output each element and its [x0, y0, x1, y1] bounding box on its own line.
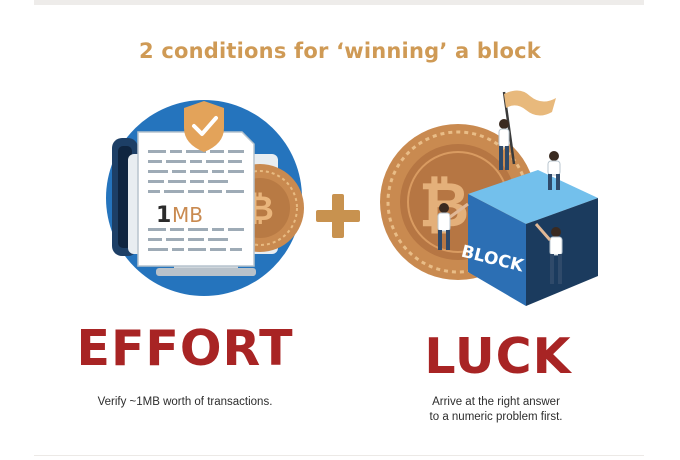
effort-heading: EFFORT [76, 320, 294, 377]
luck-caption-line-2: to a numeric problem first. [429, 411, 563, 423]
luck-caption-line-1: Arrive at the right answer [432, 396, 560, 408]
infographic-title: 2 conditions for ‘winning’ a block [139, 39, 541, 63]
plus-icon [316, 194, 360, 238]
luck-caption: Arrive at the right answer to a numeric … [388, 395, 604, 425]
climber-figures [437, 119, 563, 284]
top-border-strip [34, 0, 644, 5]
effort-illustration: ₿ 1 MB [106, 100, 304, 296]
doc-size-unit: MB [172, 203, 203, 227]
effort-caption: Verify ~1MB worth of transactions. [97, 396, 273, 408]
luck-heading: LUCK [424, 328, 572, 385]
doc-size-number: 1 [156, 203, 171, 228]
transaction-document-icon: 1 MB [137, 131, 255, 267]
bottom-divider [34, 455, 644, 456]
flag-icon [502, 90, 556, 165]
luck-illustration: ₿ BLOCK [380, 90, 598, 306]
block-cube-icon: BLOCK [459, 170, 598, 306]
shield-check-icon [184, 101, 224, 152]
